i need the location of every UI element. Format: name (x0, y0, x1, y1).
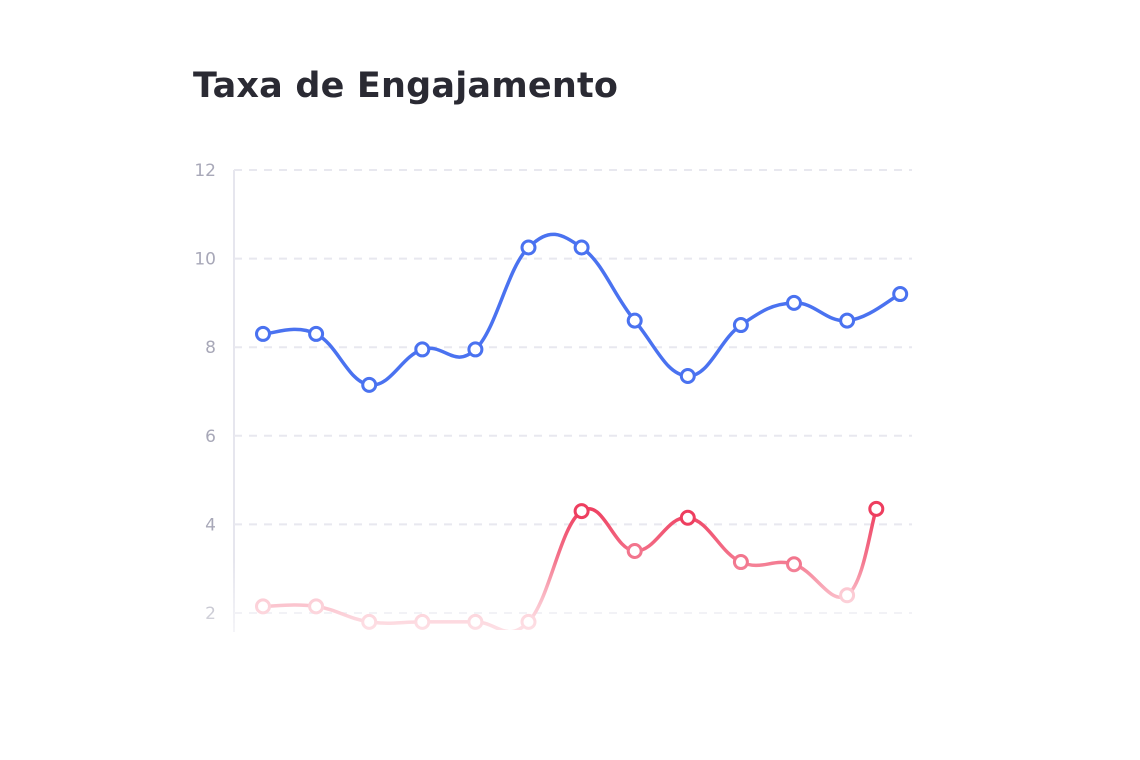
series-line-0 (261, 232, 902, 387)
data-point[interactable] (839, 312, 856, 329)
y-tick-label: 12 (194, 161, 216, 181)
y-tick-label: 10 (194, 250, 216, 270)
data-point[interactable] (414, 341, 431, 358)
data-point[interactable] (679, 509, 696, 526)
data-point[interactable] (308, 325, 325, 342)
data-point[interactable] (467, 341, 484, 358)
y-tick-label: 4 (205, 515, 216, 535)
chart-title: Taxa de Engajamento (193, 66, 619, 106)
y-tick-label: 6 (205, 427, 216, 447)
data-point[interactable] (626, 312, 643, 329)
bottom-fade (180, 560, 940, 640)
y-tick-label: 8 (205, 338, 216, 358)
data-point[interactable] (573, 239, 590, 256)
data-point[interactable] (786, 294, 802, 311)
data-point[interactable] (626, 542, 643, 559)
data-point[interactable] (361, 376, 378, 393)
data-point[interactable] (679, 367, 696, 384)
data-point[interactable] (255, 325, 271, 342)
data-point[interactable] (520, 239, 537, 256)
data-point[interactable] (892, 286, 909, 303)
data-point[interactable] (868, 500, 885, 517)
data-point[interactable] (573, 503, 590, 520)
data-point[interactable] (732, 317, 749, 334)
